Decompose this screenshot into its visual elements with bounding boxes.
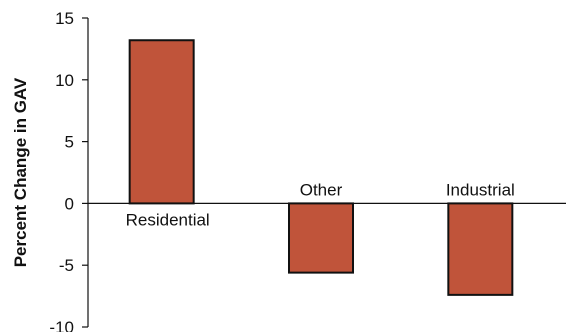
bar-industrial bbox=[447, 202, 514, 296]
category-label-residential: Residential bbox=[126, 210, 210, 229]
y-tick-label: -5 bbox=[59, 256, 74, 275]
y-tick-label: 10 bbox=[55, 71, 74, 90]
y-tick-label: 5 bbox=[65, 133, 74, 152]
y-tick-label: 15 bbox=[55, 9, 74, 28]
y-axis-title: Percent Change in GAV bbox=[11, 77, 30, 267]
y-ticks: 15 10 5 0 -5 -10 bbox=[49, 9, 88, 332]
bars bbox=[128, 39, 514, 296]
category-label-other: Other bbox=[300, 180, 343, 199]
bar-other bbox=[288, 202, 354, 274]
y-tick-label: 0 bbox=[65, 194, 74, 213]
category-labels: Residential Other Industrial bbox=[126, 180, 515, 229]
bar-residential bbox=[128, 39, 195, 205]
y-tick-label: -10 bbox=[49, 318, 74, 332]
category-label-industrial: Industrial bbox=[446, 180, 515, 199]
